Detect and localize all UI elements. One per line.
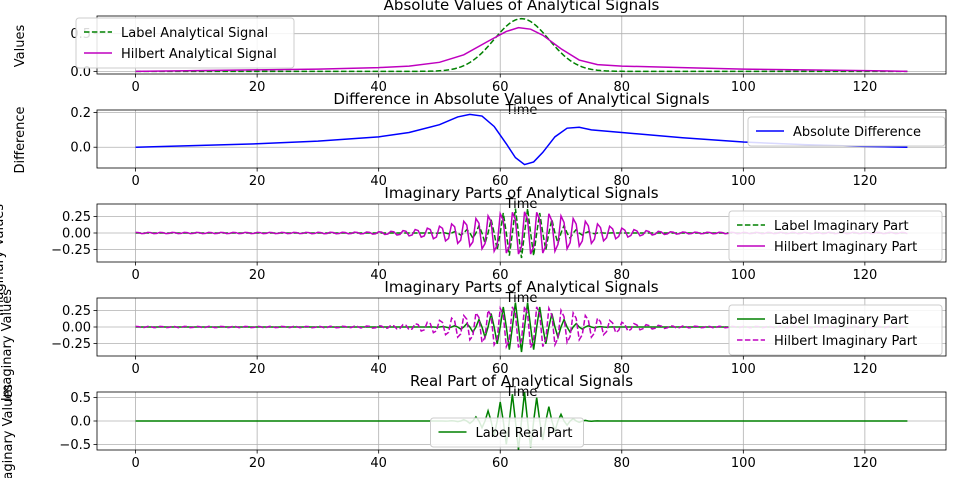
x-tick-label: 20	[249, 456, 266, 471]
x-tick-label: 80	[614, 362, 631, 377]
x-tick-label: 60	[492, 362, 509, 377]
y-tick-label: 0.25	[62, 304, 91, 319]
x-tick-label: 100	[731, 362, 756, 377]
x-tick-label: 80	[614, 456, 631, 471]
legend-label: Label Real Part	[476, 426, 573, 441]
y-tick-label: −0.25	[51, 337, 91, 352]
subplot-title: Real Part of Analytical Signals	[410, 372, 633, 390]
y-tick-label: 0.5	[70, 391, 91, 406]
x-tick-label: 0	[131, 456, 139, 471]
x-tick-label: 80	[614, 174, 631, 189]
legend-label: Hilbert Analytical Signal	[121, 47, 277, 62]
y-tick-label: 0.0	[70, 141, 91, 156]
subplot-4: 0 20 40 60 80 100 120 −0.250.00 0.25 Imaginary Pa…	[0, 278, 947, 401]
y-axis-label: Values	[13, 25, 28, 68]
series-line-2	[135, 26, 908, 73]
x-tick-label: 40	[370, 456, 387, 471]
y-tick-label: 0.25	[62, 210, 91, 225]
subplot-title: Absolute Values of Analytical Signals	[384, 0, 660, 14]
legend-box	[75, 17, 295, 69]
x-tick-label: 20	[249, 362, 266, 377]
series-line-1	[135, 17, 908, 73]
y-axis-label: Imaginary Values	[0, 204, 7, 316]
y-tick-label: −0.25	[51, 243, 91, 258]
legend: Absolute Difference	[747, 116, 946, 147]
x-tick-label: 0	[131, 362, 139, 377]
x-tick-label: 40	[370, 80, 387, 95]
x-tick-label: 60	[492, 174, 509, 189]
legend-box	[728, 210, 943, 262]
x-tick-label: 0	[131, 80, 139, 95]
y-tick-label: 0.00	[62, 321, 91, 336]
legend-label: Absolute Difference	[793, 125, 921, 140]
x-tick-label: 0	[131, 174, 139, 189]
legend: Label Analytical Signal Hilbert Analytica…	[75, 17, 295, 69]
x-axis-label: Time	[505, 197, 538, 212]
x-tick-label: 80	[614, 80, 631, 95]
x-tick-label: 40	[370, 268, 387, 283]
x-tick-label: 100	[731, 268, 756, 283]
x-tick-label: 20	[249, 80, 266, 95]
subplot-5: 0 20 40 60 80 100 120 −0.5 0.0 0.5 Real Part of An…	[1, 372, 947, 478]
x-tick-label: 120	[852, 268, 877, 283]
legend-label: Hilbert Imaginary Part	[774, 240, 917, 255]
subplot-title: Difference in Absolute Values of Analyti…	[333, 90, 709, 108]
x-tick-label: 60	[492, 268, 509, 283]
x-tick-label: 80	[614, 268, 631, 283]
x-tick-label: 60	[492, 456, 509, 471]
series-line-1	[135, 113, 908, 166]
legend-label: Label Imaginary Part	[774, 219, 909, 234]
legend: Label Real Part	[430, 417, 584, 448]
legend-box	[728, 304, 943, 356]
y-tick-label: 0.2	[70, 106, 91, 121]
y-tick-label: 0.0	[70, 65, 91, 80]
subplot-title: Imaginary Parts of Analytical Signals	[384, 278, 658, 296]
x-tick-label: 100	[731, 456, 756, 471]
x-tick-label: 120	[852, 174, 877, 189]
x-tick-label: 0	[131, 268, 139, 283]
x-axis-label: Time	[505, 291, 538, 306]
legend: Label Imaginary Part Hilbert Imaginary Pa…	[728, 304, 943, 356]
x-tick-label: 60	[492, 80, 509, 95]
legend: Label Imaginary Part Hilbert Imaginary Pa…	[728, 210, 943, 262]
x-tick-label: 120	[852, 80, 877, 95]
y-tick-label: −0.5	[59, 438, 91, 453]
legend-label: Label Analytical Signal	[121, 26, 268, 41]
subplot-2: 0 20 40 60 80 100 120 0.0 0.2 Difference in Absol…	[13, 90, 947, 212]
subplot-3: 0 20 40 60 80 100 120 −0.250.00 0.25 Imaginary Pa…	[0, 184, 947, 316]
y-axis-label: Imaginary Values	[1, 384, 16, 478]
subplot-title: Imaginary Parts of Analytical Signals	[384, 184, 658, 202]
x-axis-label: Time	[505, 103, 538, 118]
x-tick-label: 100	[731, 80, 756, 95]
x-tick-label: 20	[249, 268, 266, 283]
x-tick-label: 40	[370, 362, 387, 377]
legend-box	[430, 417, 584, 448]
legend-box	[747, 116, 946, 147]
y-tick-label: 0.0	[70, 415, 91, 430]
x-tick-label: 20	[249, 174, 266, 189]
legend-label: Label Imaginary Part	[774, 313, 909, 328]
y-axis-label: Imaginary Values	[0, 289, 15, 401]
legend-label: Hilbert Imaginary Part	[774, 334, 917, 349]
x-tick-label: 120	[852, 362, 877, 377]
axes-frame	[96, 109, 947, 169]
y-axis-label: Difference	[13, 106, 28, 173]
y-tick-label: 0.00	[62, 227, 91, 242]
x-tick-label: 40	[370, 174, 387, 189]
x-tick-label: 100	[731, 174, 756, 189]
x-tick-label: 120	[852, 456, 877, 471]
